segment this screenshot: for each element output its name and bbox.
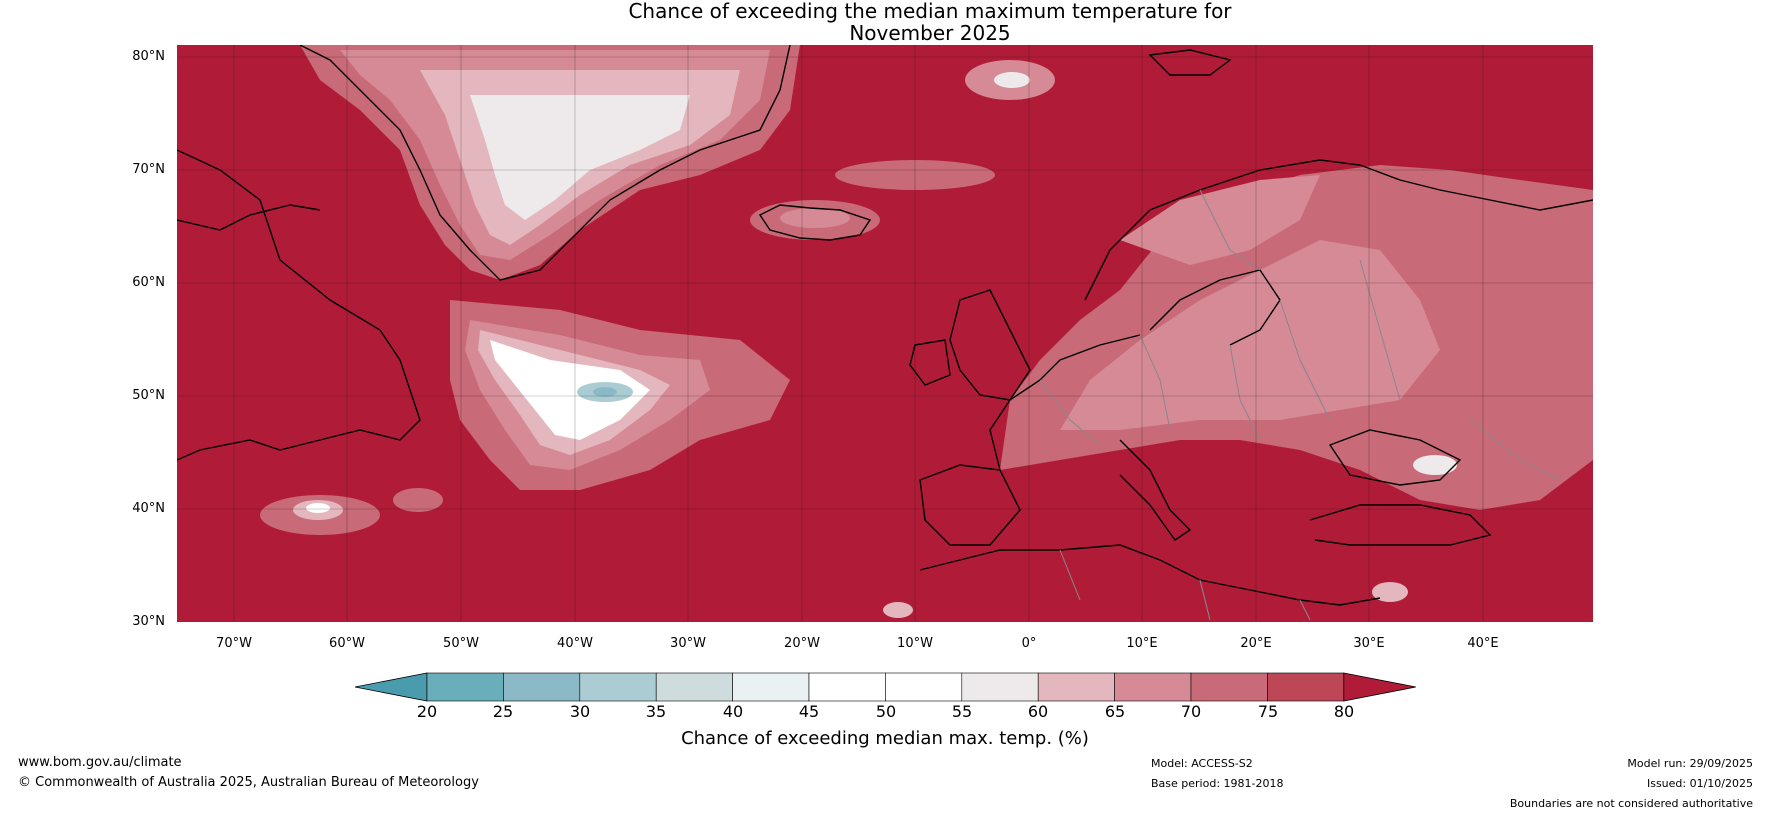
colorbar-tick-40: 40 [722, 702, 744, 721]
coastlines [177, 45, 1593, 606]
colorbar-tick-50: 50 [875, 702, 897, 721]
border-5 [1359, 259, 1401, 401]
colorbar-tick-30: 30 [569, 702, 591, 721]
disclaimer-text: Boundaries are not considered authoritat… [1509, 797, 1753, 810]
colorbar-segment [1114, 672, 1192, 702]
lat-label-50n: 50°N [132, 388, 165, 403]
colorbar-extend-high [1343, 672, 1416, 702]
colorbar-tick-70: 70 [1180, 702, 1202, 721]
colorbar-segments [354, 672, 1416, 702]
colorbar-segment [1267, 672, 1345, 702]
svalbard-coast [1148, 49, 1232, 76]
mid-atlantic-small-shade [393, 488, 443, 512]
lon-label-40e: 40°E [1467, 636, 1499, 651]
colorbar-segment [426, 672, 504, 702]
lon-label-30e: 30°E [1353, 636, 1385, 651]
lon-label-30w: 30°W [670, 636, 706, 651]
border-2 [1139, 334, 1171, 431]
model-text: Model: ACCESS-S2 [1151, 757, 1253, 770]
north-africa-coast [919, 544, 1381, 606]
north-atlantic-shade [835, 160, 995, 190]
colorbar-tick-80: 80 [1333, 702, 1355, 721]
nw-atlantic-shade-white [306, 503, 330, 513]
lon-label-10e: 10°E [1126, 636, 1158, 651]
website-text: www.bom.gov.au/climate [18, 755, 182, 770]
colorbar-tick-20: 20 [416, 702, 438, 721]
border-7 [1469, 419, 1561, 481]
iceland-shade-light [780, 208, 850, 228]
black-sea-coast [1328, 429, 1462, 486]
colorbar-extend-low [354, 672, 428, 702]
colorbar-tick-45: 45 [798, 702, 820, 721]
colorbar-tick-75: 75 [1257, 702, 1279, 721]
colorbar-tick-65: 65 [1104, 702, 1126, 721]
border-4 [1279, 299, 1331, 421]
colorbar-segment [732, 672, 810, 702]
lon-label-20w: 20°W [784, 636, 820, 651]
lon-label-60w: 60°W [329, 636, 365, 651]
atlantic-shade-blue-core [593, 387, 617, 397]
colorbar-segment [503, 672, 581, 702]
scandinavia-coast [1084, 159, 1593, 301]
colorbar-tick-35: 35 [645, 702, 667, 721]
colorbar-tick-25: 25 [492, 702, 514, 721]
lon-label-40w: 40°W [557, 636, 593, 651]
colorbar-segment [808, 672, 886, 702]
colorbar-tick-60: 60 [1027, 702, 1049, 721]
colorbar-segment [1190, 672, 1268, 702]
lat-label-70n: 70°N [132, 162, 165, 177]
caucasus-shade [1413, 455, 1457, 475]
border-9 [1199, 579, 1211, 621]
graticule [177, 45, 1593, 622]
border-8 [1059, 549, 1081, 601]
colorbar-segment [961, 672, 1039, 702]
iberia-coast [919, 464, 1021, 546]
lat-label-60n: 60°N [132, 275, 165, 290]
lon-label-20e: 20°E [1240, 636, 1272, 651]
svalbard-shade-light [994, 72, 1030, 88]
colorbar-segment [579, 672, 657, 702]
colorbar-segment [885, 672, 963, 702]
greenland-coast [299, 45, 791, 281]
lon-label-0: 0° [1021, 636, 1037, 651]
border-10 [1299, 599, 1311, 621]
lat-label-30n: 30°N [132, 614, 165, 629]
copyright-text: © Commonwealth of Australia 2025, Austra… [18, 775, 479, 790]
border-1 [1039, 379, 1101, 446]
border-3 [1229, 344, 1261, 441]
turkey-coast [1309, 504, 1492, 546]
probability-shading [260, 45, 1593, 618]
north-america-coast [177, 149, 421, 461]
iceland-coast [758, 204, 872, 241]
colorbar-segment [655, 672, 733, 702]
ireland-coast [909, 339, 951, 386]
country-borders [1039, 189, 1561, 621]
chart-title: Chance of exceeding the median maximum t… [0, 0, 1770, 44]
colorbar-tick-55: 55 [951, 702, 973, 721]
lon-label-70w: 70°W [216, 636, 252, 651]
lon-label-10w: 10°W [897, 636, 933, 651]
title-line-1: Chance of exceeding the median maximum t… [628, 0, 1232, 23]
model-run-text: Model run: 29/09/2025 [1627, 757, 1753, 770]
nile-shade [1372, 582, 1408, 602]
greenland-shade-white [470, 95, 690, 220]
lon-label-50w: 50°W [443, 636, 479, 651]
scandinavia-shade [1120, 175, 1320, 265]
italy-coast [1119, 439, 1192, 541]
lat-label-80n: 80°N [132, 49, 165, 64]
issued-text: Issued: 01/10/2025 [1646, 777, 1753, 790]
colorbar-label: Chance of exceeding median max. temp. (%… [681, 728, 1089, 749]
morocco-shade [883, 602, 913, 618]
labrador-coast [177, 204, 321, 231]
atlantic-shade-white [490, 340, 650, 440]
base-period-text: Base period: 1981-2018 [1151, 777, 1284, 790]
colorbar-segment [1037, 672, 1115, 702]
title-line-2: November 2025 [849, 21, 1011, 45]
lat-label-40n: 40°N [132, 501, 165, 516]
border-6 [1199, 189, 1261, 271]
